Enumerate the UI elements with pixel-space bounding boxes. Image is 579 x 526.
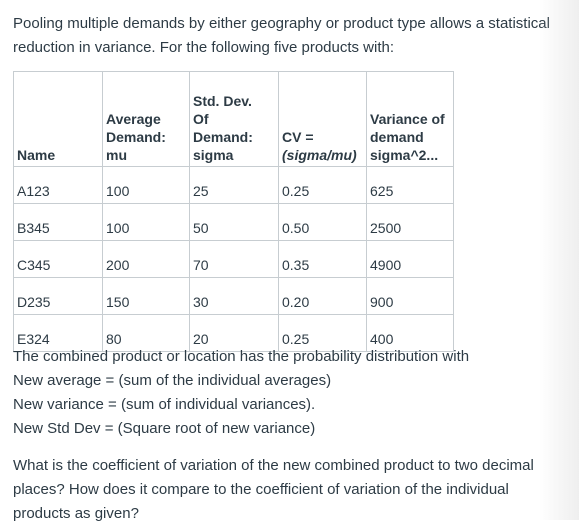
- cell-average: 150: [102, 277, 190, 315]
- combined-line: The combined product or location has the…: [13, 348, 470, 365]
- cell-average: 100: [102, 203, 190, 241]
- table-row: E324 80 20 0.25 400: [13, 314, 454, 352]
- cell-average: 100: [102, 166, 190, 204]
- table-row: C345 200 70 0.35 4900: [13, 240, 454, 278]
- header-average-demand: Average Demand: mu: [102, 71, 190, 167]
- combined-line: New Std Dev = (Square root of new varian…: [13, 420, 316, 437]
- cell-cv: 0.50: [278, 203, 367, 241]
- cell-name: B345: [13, 203, 103, 241]
- cell-variance: 900: [366, 277, 454, 315]
- cell-name: C345: [13, 240, 103, 278]
- cell-average: 200: [102, 240, 190, 278]
- question-paragraph: What is the coefficient of variation of …: [13, 457, 534, 522]
- intro-paragraph: Pooling multiple demands by either geogr…: [13, 15, 550, 56]
- table-row: B345 100 50 0.50 2500: [13, 203, 454, 241]
- cell-variance: 2500: [366, 203, 454, 241]
- table-row: A123 100 25 0.25 625: [13, 166, 454, 204]
- cell-std-dev: 25: [189, 166, 279, 204]
- cell-variance: 625: [366, 166, 454, 204]
- header-cv: CV = (sigma/mu): [278, 71, 367, 167]
- edge-shadow: [539, 0, 579, 520]
- cell-cv: 0.25: [278, 166, 367, 204]
- cell-variance: 4900: [366, 240, 454, 278]
- cell-name: D235: [13, 277, 103, 315]
- header-name: Name: [13, 71, 103, 167]
- combined-line: New variance = (sum of individual varian…: [13, 396, 316, 413]
- cell-average: 80: [102, 314, 190, 352]
- cell-cv: 0.35: [278, 240, 367, 278]
- header-std-dev: Std. Dev. Of Demand: sigma: [189, 71, 279, 167]
- cell-std-dev: 30: [189, 277, 279, 315]
- cell-variance: 400: [366, 314, 454, 352]
- cell-name: A123: [13, 166, 103, 204]
- combined-line: New average = (sum of the individual ave…: [13, 372, 332, 389]
- cell-name: E324: [13, 314, 103, 352]
- header-variance: Variance of demand sigma^2...: [366, 71, 454, 167]
- combined-distribution-text: The combined product or location has the…: [13, 345, 558, 441]
- cell-std-dev: 50: [189, 203, 279, 241]
- table-header-row: Name Average Demand: mu Std. Dev. Of Dem…: [13, 71, 454, 167]
- table-row: D235 150 30 0.20 900: [13, 277, 454, 315]
- cell-std-dev: 70: [189, 240, 279, 278]
- cell-cv: 0.20: [278, 277, 367, 315]
- cell-cv: 0.25: [278, 314, 367, 352]
- products-table: Name Average Demand: mu Std. Dev. Of Dem…: [13, 71, 454, 352]
